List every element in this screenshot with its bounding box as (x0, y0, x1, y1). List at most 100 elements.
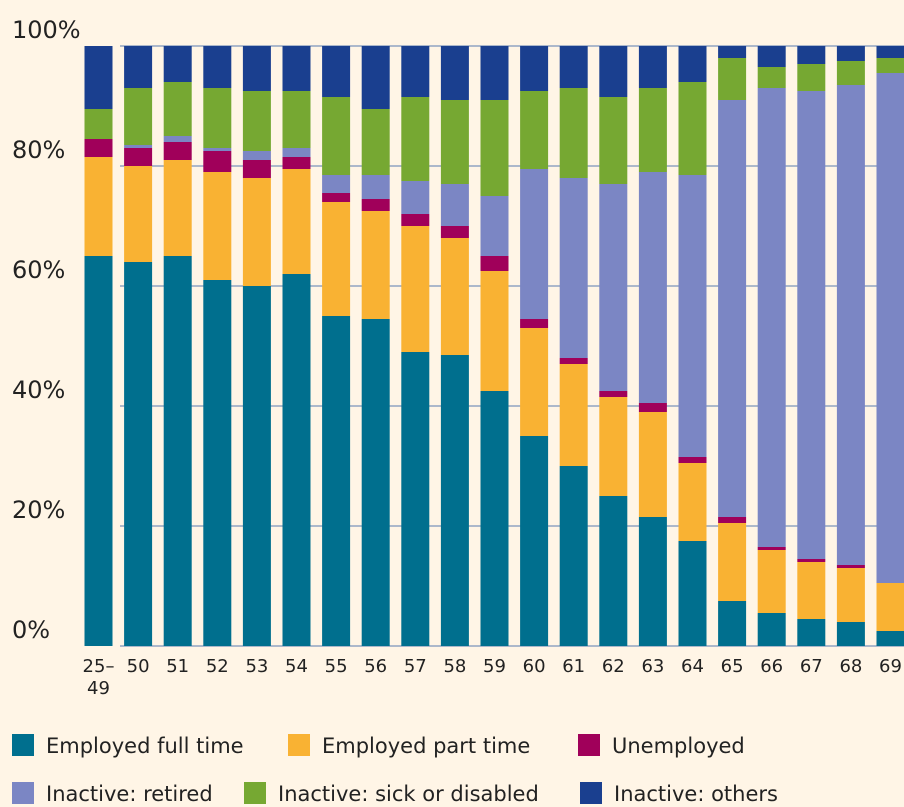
bar-segment (599, 397, 628, 496)
legend-label: Inactive: sick or disabled (278, 782, 539, 806)
bar-segment (203, 46, 232, 88)
bar-segment (836, 622, 865, 646)
bar-segment (520, 169, 549, 319)
bar-segment (401, 46, 430, 97)
bar-segment (599, 46, 628, 97)
bar-segment (559, 46, 588, 88)
bar-segment (718, 517, 747, 523)
bar-segment (520, 319, 549, 328)
legend-swatch (288, 734, 310, 756)
bar-segment (242, 46, 271, 91)
bar-segment (322, 46, 351, 97)
y-tick-label: 0% (12, 616, 50, 644)
bar-segment (242, 160, 271, 178)
bar-segment (440, 226, 469, 238)
bar-segment (638, 88, 667, 172)
bar-segment (757, 67, 786, 88)
x-tick-label: 54 (285, 656, 308, 677)
bar-segment (203, 151, 232, 172)
bar-segment (361, 175, 390, 199)
bar-segment (678, 457, 707, 463)
bar-segment (440, 355, 469, 646)
bar-segment (797, 562, 826, 619)
bar-segment (124, 262, 153, 646)
legend-label: Employed full time (46, 734, 244, 758)
bar-segment (124, 145, 153, 148)
bar-segment (876, 583, 904, 631)
bar-segment (163, 136, 192, 142)
x-tick-label: 57 (403, 656, 427, 677)
bar-segment (242, 178, 271, 286)
bar-segment (559, 358, 588, 364)
bar-segment (797, 46, 826, 64)
bar-segment (480, 46, 509, 100)
bar-segment (520, 436, 549, 646)
legend-label: Inactive: retired (46, 782, 213, 806)
legend-label: Inactive: others (614, 782, 778, 806)
bar-segment (678, 541, 707, 646)
bar-segment (163, 256, 192, 646)
y-tick-label: 60% (12, 256, 65, 284)
bar-segment (757, 88, 786, 547)
x-tick-label: 55 (324, 656, 348, 677)
x-tick-label: 60 (522, 656, 546, 677)
bar-segment (242, 286, 271, 646)
x-tick-label: 65 (720, 656, 744, 677)
bar-segment (638, 412, 667, 517)
bar-segment (599, 97, 628, 184)
legend-swatch (244, 782, 266, 804)
bar-segment (163, 82, 192, 136)
bar-segment (282, 91, 311, 148)
bar-segment (638, 46, 667, 88)
bar-segment (322, 316, 351, 646)
bar-segment (718, 58, 747, 100)
bar-segment (718, 46, 747, 58)
x-tick-label: 64 (681, 656, 704, 677)
bar-segment (599, 496, 628, 646)
bar-segment (361, 211, 390, 319)
x-tick-label: 25–49 (82, 656, 115, 699)
bar-segment (559, 178, 588, 358)
bar-segment (876, 73, 904, 583)
bar-segment (84, 157, 113, 256)
bar-segment (124, 148, 153, 166)
bar-segment (163, 142, 192, 160)
x-tick-label: 52 (205, 656, 229, 677)
bar-segment (203, 280, 232, 646)
bar-segment (678, 463, 707, 541)
bar-segment (559, 88, 588, 178)
bar-segment (322, 175, 351, 193)
x-tick-label: 63 (641, 656, 665, 677)
legend-swatch (12, 782, 34, 804)
bar-segment (520, 46, 549, 91)
bar-segment (322, 97, 351, 175)
x-tick-label: 53 (245, 656, 269, 677)
bar-segment (797, 91, 826, 559)
bar-segment (480, 196, 509, 256)
x-tick-label: 66 (760, 656, 784, 677)
bar-segment (440, 238, 469, 355)
bar-segment (757, 613, 786, 646)
x-tick-label: 67 (799, 656, 823, 677)
bar-segment (757, 547, 786, 550)
bar-segment (757, 46, 786, 67)
x-tick-label: 59 (483, 656, 506, 677)
bar-segment (282, 157, 311, 169)
bar-segment (242, 151, 271, 160)
legend-swatch (12, 734, 34, 756)
bar-segment (401, 226, 430, 352)
bar-segment (401, 181, 430, 214)
bar-segment (559, 364, 588, 466)
bar-segment (599, 184, 628, 391)
bar-segment (401, 352, 430, 646)
bar-segment (836, 568, 865, 622)
bar-segment (678, 46, 707, 82)
x-tick-label: 68 (839, 656, 863, 677)
y-tick-label: 100% (12, 16, 81, 44)
x-tick-label: 50 (126, 656, 150, 677)
bar-segment (84, 139, 113, 157)
bar-segment (84, 256, 113, 646)
bar-segment (559, 466, 588, 646)
bar-segment (401, 214, 430, 226)
